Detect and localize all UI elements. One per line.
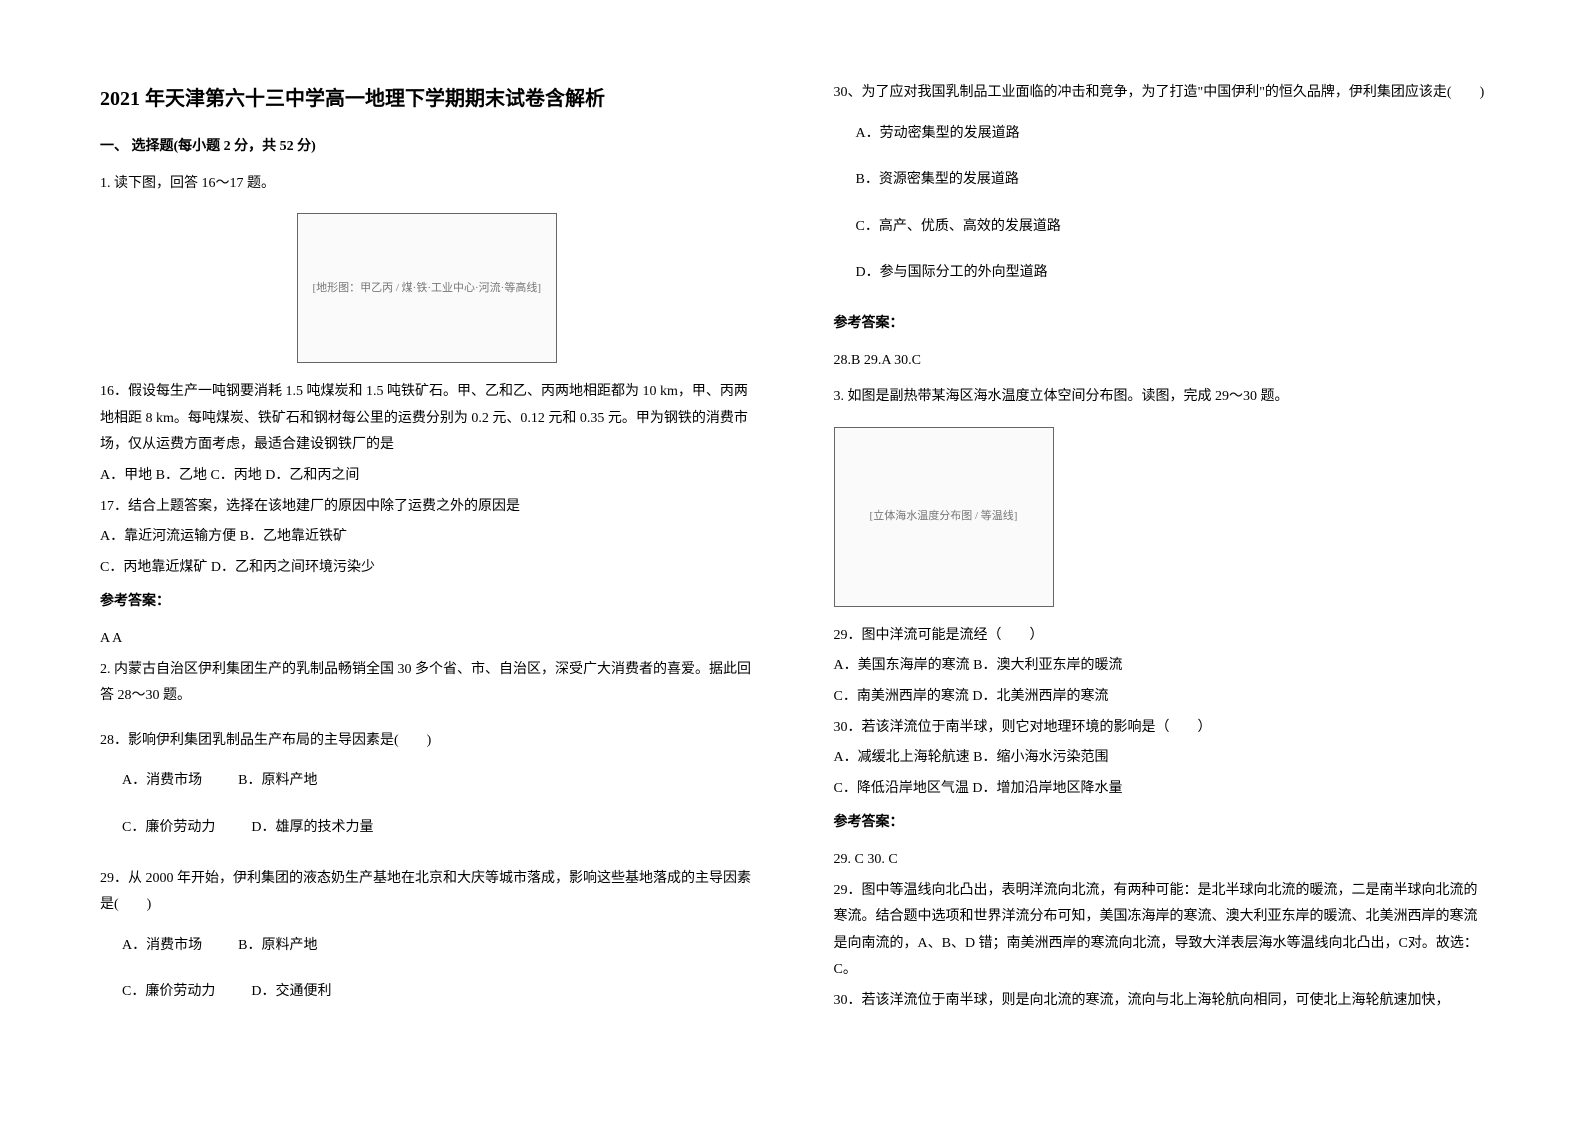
section-heading: 一、 选择题(每小题 2 分，共 52 分)	[100, 134, 754, 161]
r30-stem: 30．若该洋流位于南半球，则它对地理环境的影响是（ ）	[834, 715, 1488, 742]
q29-stem: 29．从 2000 年开始，伊利集团的液态奶生产基地在北京和大庆等城市落成，影响…	[100, 866, 754, 919]
figure-2-wrap: [立体海水温度分布图 / 等温线]	[834, 427, 1488, 607]
q1-intro: 1. 读下图，回答 16～17 题。	[100, 171, 754, 198]
page-title: 2021 年天津第六十三中学高一地理下学期期末试卷含解析	[100, 80, 754, 118]
explain-29: 29．图中等温线向北凸出，表明洋流向北流，有两种可能：是北半球向北流的暖流，二是…	[834, 878, 1488, 984]
q28-opt-d: D．雄厚的技术力量	[251, 815, 373, 842]
q29-opt-d: D．交通便利	[251, 979, 331, 1006]
q30-opt-d: D．参与国际分工的外向型道路	[834, 260, 1488, 287]
q2-intro: 2. 内蒙古自治区伊利集团生产的乳制品畅销全国 30 多个省、市、自治区，深受广…	[100, 657, 754, 710]
q3-intro: 3. 如图是副热带某海区海水温度立体空间分布图。读图，完成 29～30 题。	[834, 384, 1488, 411]
q29-opt-c: C．廉价劳动力	[122, 979, 215, 1006]
q30-opt-c: C．高产、优质、高效的发展道路	[834, 214, 1488, 241]
q28-opt-c: C．廉价劳动力	[122, 815, 215, 842]
q16-stem: 16．假设每生产一吨钢要消耗 1.5 吨煤炭和 1.5 吨铁矿石。甲、乙和乙、丙…	[100, 379, 754, 459]
r29-stem: 29．图中洋流可能是流经（ ）	[834, 623, 1488, 650]
q28-stem: 28．影响伊利集团乳制品生产布局的主导因素是( )	[100, 728, 754, 755]
r29-opts-cd: C．南美洲西岸的寒流 D．北美洲西岸的寒流	[834, 684, 1488, 711]
q16-options: A．甲地 B．乙地 C．丙地 D．乙和丙之间	[100, 463, 754, 490]
r30-opts-ab: A．减缓北上海轮航速 B．缩小海水污染范围	[834, 745, 1488, 772]
q28-row-ab: A．消费市场 B．原料产地	[100, 768, 754, 795]
explain-30: 30．若该洋流位于南半球，则是向北流的寒流，流向与北上海轮航向相同，可使北上海轮…	[834, 988, 1488, 1015]
left-column: 2021 年天津第六十三中学高一地理下学期期末试卷含解析 一、 选择题(每小题 …	[100, 80, 754, 1082]
answer-3: 29. C 30. C	[834, 847, 1488, 874]
q29-opt-b: B．原料产地	[238, 933, 317, 960]
figure-2: [立体海水温度分布图 / 等温线]	[834, 427, 1054, 607]
q30-opt-b: B．资源密集型的发展道路	[834, 167, 1488, 194]
figure-1: [地形图：甲乙丙 / 煤·铁·工业中心·河流·等高线]	[297, 213, 557, 363]
q29-row-cd: C．廉价劳动力 D．交通便利	[100, 979, 754, 1006]
q17-opts-cd: C．丙地靠近煤矿 D．乙和丙之间环境污染少	[100, 555, 754, 582]
r29-opts-ab: A．美国东海岸的寒流 B．澳大利亚东岸的暖流	[834, 653, 1488, 680]
answer-heading-3: 参考答案：	[834, 810, 1488, 837]
q28-opt-a: A．消费市场	[122, 768, 202, 795]
answer-heading-2: 参考答案：	[834, 311, 1488, 338]
q29-row-ab: A．消费市场 B．原料产地	[100, 933, 754, 960]
q17-opts-ab: A．靠近河流运输方便 B．乙地靠近铁矿	[100, 524, 754, 551]
q30-opt-a: A．劳动密集型的发展道路	[834, 121, 1488, 148]
r30-opts-cd: C．降低沿岸地区气温 D．增加沿岸地区降水量	[834, 776, 1488, 803]
q17-stem: 17．结合上题答案，选择在该地建厂的原因中除了运费之外的原因是	[100, 494, 754, 521]
answer-2: 28.B 29.A 30.C	[834, 348, 1488, 375]
q28-opt-b: B．原料产地	[238, 768, 317, 795]
q29-opt-a: A．消费市场	[122, 933, 202, 960]
q30-stem: 30、为了应对我国乳制品工业面临的冲击和竞争，为了打造"中国伊利"的恒久品牌，伊…	[834, 80, 1488, 107]
figure-1-wrap: [地形图：甲乙丙 / 煤·铁·工业中心·河流·等高线]	[100, 213, 754, 363]
answer-heading-1: 参考答案：	[100, 589, 754, 616]
answer-1: A A	[100, 626, 754, 653]
right-column: 30、为了应对我国乳制品工业面临的冲击和竞争，为了打造"中国伊利"的恒久品牌，伊…	[834, 80, 1488, 1082]
q28-row-cd: C．廉价劳动力 D．雄厚的技术力量	[100, 815, 754, 842]
